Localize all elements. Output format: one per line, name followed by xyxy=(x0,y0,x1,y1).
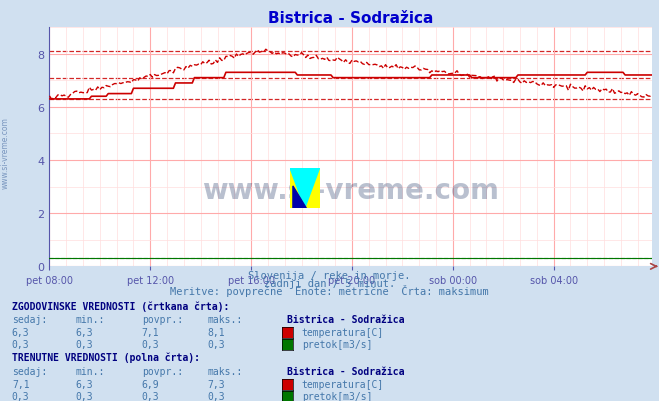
Text: 7,1: 7,1 xyxy=(12,379,30,389)
Text: 0,3: 0,3 xyxy=(142,339,159,349)
Text: pretok[m3/s]: pretok[m3/s] xyxy=(302,391,372,401)
Text: 0,3: 0,3 xyxy=(142,391,159,401)
Text: min.:: min.: xyxy=(76,366,105,376)
Text: 6,9: 6,9 xyxy=(142,379,159,389)
Text: 7,1: 7,1 xyxy=(142,327,159,337)
Text: temperatura[C]: temperatura[C] xyxy=(302,379,384,389)
Text: Meritve: povprečne  Enote: metrične  Črta: maksimum: Meritve: povprečne Enote: metrične Črta:… xyxy=(170,285,489,297)
Text: Bistrica - Sodražica: Bistrica - Sodražica xyxy=(287,314,404,324)
Polygon shape xyxy=(290,168,320,209)
Text: 8,1: 8,1 xyxy=(208,327,225,337)
Text: 0,3: 0,3 xyxy=(12,339,30,349)
Text: zadnji dan / 5 minut.: zadnji dan / 5 minut. xyxy=(264,279,395,289)
Text: maks.:: maks.: xyxy=(208,366,243,376)
Text: 0,3: 0,3 xyxy=(12,391,30,401)
Title: Bistrica - Sodražica: Bistrica - Sodražica xyxy=(268,10,434,26)
Text: pretok[m3/s]: pretok[m3/s] xyxy=(302,339,372,349)
Text: 0,3: 0,3 xyxy=(208,391,225,401)
Text: sedaj:: sedaj: xyxy=(12,314,47,324)
Text: 6,3: 6,3 xyxy=(12,327,30,337)
Text: maks.:: maks.: xyxy=(208,314,243,324)
Polygon shape xyxy=(290,168,320,209)
Text: www.si-vreme.com: www.si-vreme.com xyxy=(1,117,10,188)
Text: min.:: min.: xyxy=(76,314,105,324)
Text: TRENUTNE VREDNOSTI (polna črta):: TRENUTNE VREDNOSTI (polna črta): xyxy=(12,352,200,363)
Text: 0,3: 0,3 xyxy=(76,339,94,349)
Text: 0,3: 0,3 xyxy=(208,339,225,349)
Text: ZGODOVINSKE VREDNOSTI (črtkana črta):: ZGODOVINSKE VREDNOSTI (črtkana črta): xyxy=(12,300,229,311)
Text: 6,3: 6,3 xyxy=(76,379,94,389)
Text: 0,3: 0,3 xyxy=(76,391,94,401)
Text: 7,3: 7,3 xyxy=(208,379,225,389)
Text: povpr.:: povpr.: xyxy=(142,366,183,376)
Text: 6,3: 6,3 xyxy=(76,327,94,337)
Text: povpr.:: povpr.: xyxy=(142,314,183,324)
Text: Bistrica - Sodražica: Bistrica - Sodražica xyxy=(287,366,404,376)
Text: Slovenija / reke in morje.: Slovenija / reke in morje. xyxy=(248,271,411,281)
Polygon shape xyxy=(293,186,306,209)
Text: temperatura[C]: temperatura[C] xyxy=(302,327,384,337)
Text: www.si-vreme.com: www.si-vreme.com xyxy=(202,176,500,204)
Text: sedaj:: sedaj: xyxy=(12,366,47,376)
